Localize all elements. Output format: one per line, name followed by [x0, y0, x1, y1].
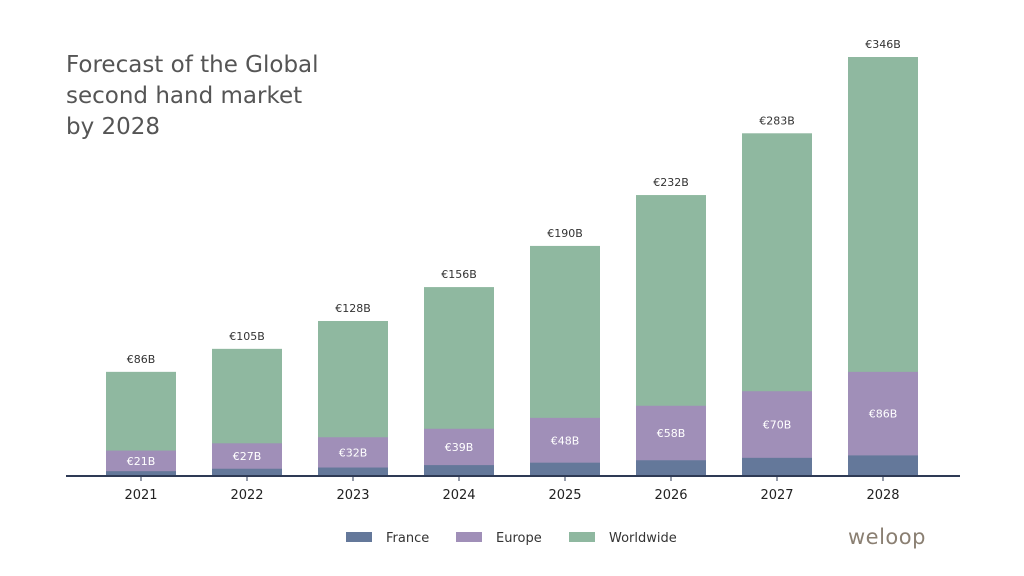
total-label-2026: €232B — [653, 176, 689, 189]
legend-swatch-france — [346, 532, 372, 542]
legend-swatch-worldwide — [569, 532, 595, 542]
europe-label-2028: €86B — [869, 408, 898, 421]
bar-france-2022 — [212, 468, 282, 476]
total-label-2027: €283B — [759, 114, 795, 127]
europe-label-2026: €58B — [657, 427, 686, 440]
x-tick-label-2028: 2028 — [866, 488, 899, 503]
chart-title: Forecast of the Global second hand marke… — [66, 52, 319, 140]
bar-france-2023 — [318, 467, 388, 476]
bar-france-2021 — [106, 471, 176, 476]
x-tick-label-2023: 2023 — [336, 488, 369, 503]
europe-label-2025: €48B — [551, 434, 580, 447]
europe-label-2022: €27B — [233, 450, 262, 463]
total-label-2025: €190B — [547, 227, 583, 240]
x-tick-label-2021: 2021 — [124, 488, 157, 503]
europe-label-2027: €70B — [763, 419, 792, 432]
total-label-2028: €346B — [865, 38, 901, 51]
bar-france-2027 — [742, 457, 812, 476]
europe-label-2023: €32B — [339, 446, 368, 459]
legend-label-europe: Europe — [496, 531, 542, 546]
legend-label-france: France — [386, 531, 429, 546]
total-label-2024: €156B — [441, 268, 477, 281]
x-tick-label-2026: 2026 — [654, 488, 687, 503]
weloop-logo: weloop — [848, 525, 926, 549]
bar-france-2026 — [636, 460, 706, 476]
legend-swatch-europe — [456, 532, 482, 542]
bar-france-2028 — [848, 455, 918, 476]
europe-label-2024: €39B — [445, 441, 474, 454]
x-tick-label-2027: 2027 — [760, 488, 793, 503]
bar-france-2024 — [424, 465, 494, 476]
europe-label-2021: €21B — [127, 455, 156, 468]
total-label-2021: €86B — [127, 353, 156, 366]
legend-label-worldwide: Worldwide — [609, 531, 677, 546]
x-tick-label-2025: 2025 — [548, 488, 581, 503]
x-tick-label-2022: 2022 — [230, 488, 263, 503]
bar-france-2025 — [530, 462, 600, 476]
total-label-2023: €128B — [335, 302, 371, 315]
x-tick-label-2024: 2024 — [442, 488, 475, 503]
total-label-2022: €105B — [229, 330, 265, 343]
